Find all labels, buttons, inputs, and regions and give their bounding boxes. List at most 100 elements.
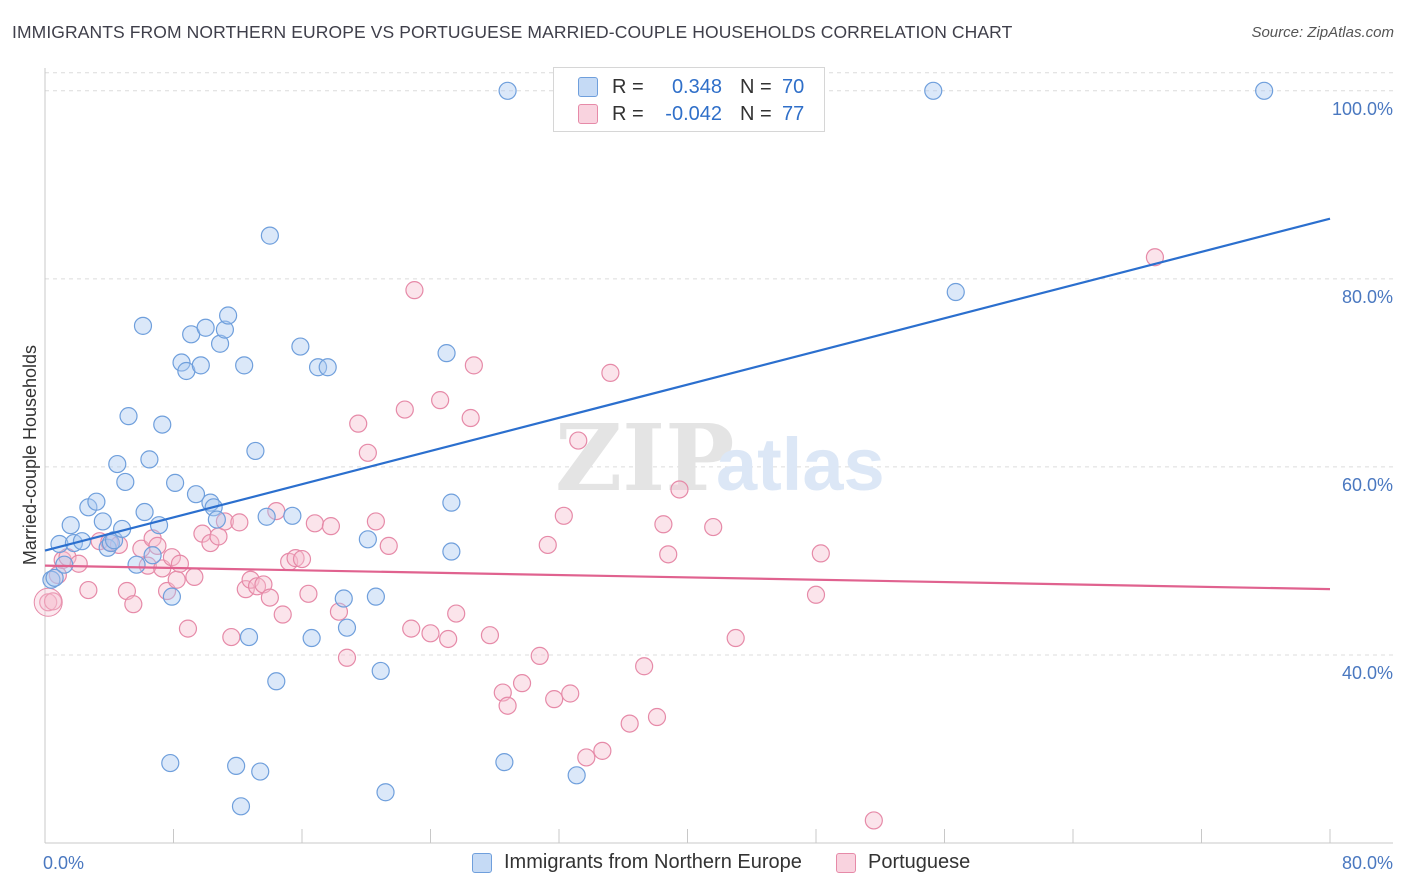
portuguese-point (299, 584, 318, 603)
trend-lines (44, 217, 1331, 591)
northern-europe-point (267, 672, 286, 691)
portuguese-point (230, 513, 249, 532)
portuguese-point (222, 627, 241, 647)
portuguese-point (811, 544, 830, 563)
northern-europe-point (116, 472, 135, 492)
northern-europe-point (135, 502, 154, 522)
northern-europe-point (215, 320, 234, 339)
portuguese-point (43, 592, 63, 611)
portuguese-point (593, 741, 612, 760)
legend-row-blue: R = 0.348 N = 70 (578, 74, 804, 100)
portuguese-point (554, 506, 573, 525)
portuguese-point (273, 605, 292, 624)
legend-item-northern-europe: Immigrants from Northern Europe (472, 851, 802, 874)
watermark-atlas: atlas (716, 423, 885, 506)
portuguese-point (464, 356, 483, 375)
northern-europe-point (567, 766, 586, 785)
northern-europe-point (366, 587, 385, 606)
portuguese-point (167, 570, 186, 589)
legend-n-value: 70 (782, 75, 805, 98)
y-tick-label: 100.0% (1332, 99, 1393, 119)
portuguese-point (561, 684, 580, 703)
axes (44, 68, 1393, 844)
northern-europe-point (207, 510, 226, 529)
legend-n-label: N = (740, 75, 772, 98)
portuguese-point (358, 443, 377, 462)
portuguese-point (170, 554, 190, 573)
correlation-legend: R = 0.348 N = 70 R = -0.042 N = 77 (553, 67, 825, 132)
northern-europe-point (946, 282, 965, 302)
northern-europe-point (257, 507, 276, 526)
northern-europe-point (358, 530, 377, 549)
northern-europe-point (172, 353, 191, 372)
legend-r-label: R = (612, 75, 644, 98)
northern-europe-point (442, 542, 461, 561)
portuguese-point (512, 674, 532, 693)
northern-europe-point (108, 454, 127, 474)
portuguese-point (337, 648, 357, 667)
portuguese-point (864, 811, 883, 830)
northern-europe-point (166, 473, 185, 492)
portuguese-point (79, 580, 98, 600)
northern-europe-point (251, 762, 270, 781)
portuguese-point (635, 657, 654, 676)
portuguese-point (260, 588, 279, 607)
northern-europe-point (337, 618, 357, 637)
legend-r-value: -0.042 (665, 102, 722, 125)
northern-europe-point (127, 555, 146, 574)
portuguese-point (538, 535, 557, 555)
portuguese-point (601, 363, 620, 382)
portuguese-point (305, 514, 324, 533)
legend-n-value: 77 (782, 102, 805, 125)
chart-source: Source: ZipAtlas.com (1251, 24, 1394, 41)
northern-europe-points (42, 81, 1274, 816)
portuguese-point (577, 748, 596, 767)
portuguese-point (178, 619, 198, 638)
portuguese-point-large (33, 587, 63, 617)
northern-europe-point (191, 356, 210, 375)
northern-europe-point (924, 81, 943, 100)
portuguese-point (349, 414, 368, 433)
northern-europe-point (291, 337, 310, 356)
portuguese-point (69, 554, 88, 573)
northern-europe-point (495, 753, 514, 772)
watermark-zip: ZIP (555, 404, 734, 512)
trend-line-northern-europe (44, 217, 1331, 552)
portuguese-point (1145, 248, 1165, 267)
northern-europe-point (302, 628, 321, 648)
legend-n-label: N = (740, 102, 772, 125)
northern-europe-point (283, 506, 302, 525)
y-tick-label: 80.0% (1342, 287, 1393, 307)
portuguese-point (402, 619, 421, 638)
northern-europe-point (161, 753, 180, 773)
portuguese-point (185, 567, 204, 587)
northern-europe-point (55, 555, 74, 574)
portuguese-point (321, 517, 341, 536)
portuguese-point (806, 585, 826, 604)
northern-europe-point (42, 570, 61, 589)
portuguese-point (620, 714, 639, 733)
northern-europe-point (162, 587, 181, 606)
x-tick-label: 0.0% (43, 853, 84, 873)
legend-r-value: 0.348 (671, 75, 722, 98)
series-legend: Immigrants from Northern Europe Portugue… (0, 851, 1406, 879)
y-tick-label: 40.0% (1342, 663, 1393, 683)
northern-europe-point (498, 81, 517, 100)
legend-label: Portuguese (868, 851, 971, 873)
portuguese-point (292, 549, 312, 569)
portuguese-point (366, 512, 385, 531)
portuguese-point (431, 391, 450, 410)
legend-label: Immigrants from Northern Europe (504, 851, 802, 873)
northern-europe-point (231, 797, 251, 816)
portuguese-point (286, 549, 305, 568)
y-axis-title: Married-couple Households (20, 345, 40, 565)
northern-europe-point (246, 441, 265, 461)
portuguese-point (704, 517, 723, 537)
portuguese-point (530, 646, 549, 665)
watermark: ZIP atlas (555, 404, 885, 512)
northern-europe-point (45, 568, 64, 587)
northern-europe-point (1255, 81, 1274, 100)
legend-swatch-blue (472, 852, 492, 873)
portuguese-points (33, 248, 1165, 830)
